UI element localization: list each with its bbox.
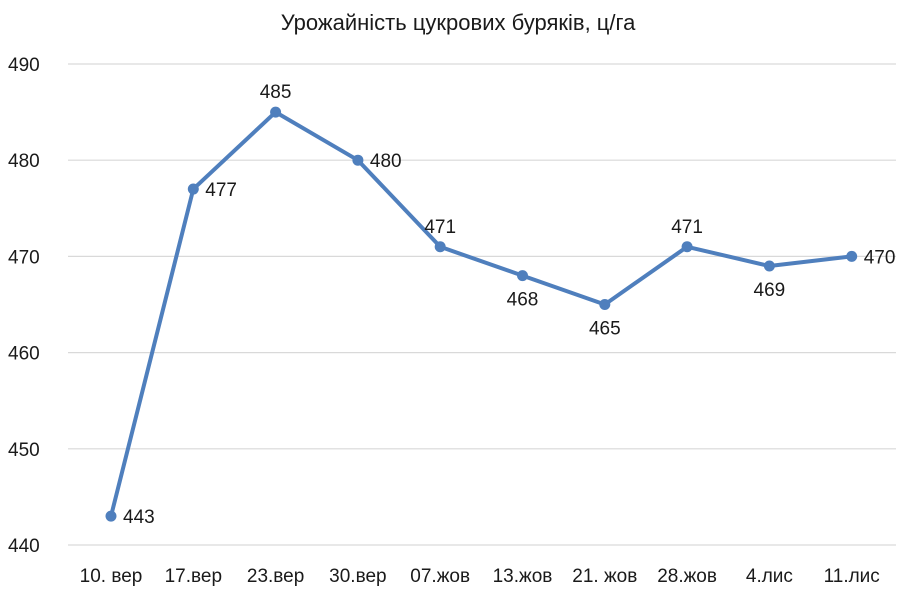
- data-point: [352, 154, 364, 166]
- data-label: 480: [370, 151, 402, 172]
- y-tick-label: 450: [8, 440, 40, 461]
- y-tick-label: 440: [8, 536, 40, 557]
- data-point: [105, 510, 117, 522]
- data-point: [599, 299, 611, 310]
- x-tick-label: 30.вер: [329, 566, 386, 587]
- data-point: [681, 241, 693, 253]
- x-tick-label: 11.лис: [824, 566, 880, 587]
- data-point: [846, 250, 858, 262]
- data-label: 443: [123, 507, 155, 528]
- data-label: 485: [260, 82, 292, 103]
- data-label: 468: [507, 290, 539, 311]
- x-tick-label: 17.вер: [165, 566, 222, 587]
- data-point: [187, 183, 199, 195]
- chart-title: Урожайність цукрових буряків, ц/га: [281, 10, 636, 35]
- data-labels: 443 477 485 480 471 468 465 471 469 470: [123, 82, 895, 528]
- data-label: 471: [424, 217, 456, 238]
- data-label: 470: [864, 247, 896, 268]
- y-tick-label: 490: [8, 55, 40, 76]
- x-tick-label: 21. жов: [572, 566, 637, 587]
- x-tick-label: 28.жов: [657, 566, 717, 587]
- x-axis-ticks: 10. вер 17.вер 23.вер 30.вер 07.жов 13.жов 21.…: [80, 566, 880, 587]
- y-tick-label: 460: [8, 344, 40, 365]
- data-label: 471: [671, 217, 703, 238]
- x-tick-label: 07.жов: [410, 566, 470, 587]
- data-label: 469: [754, 280, 786, 301]
- data-point: [270, 106, 282, 118]
- x-tick-label: 4.лис: [746, 566, 793, 587]
- data-point: [763, 260, 775, 272]
- data-label: 477: [205, 180, 237, 201]
- y-axis-ticks: 440 450 460 470 480 490: [8, 55, 40, 557]
- series-path: [109, 110, 854, 519]
- data-point: [434, 241, 446, 253]
- series-line: [105, 106, 858, 522]
- x-tick-label: 23.вер: [247, 566, 304, 587]
- data-point: [517, 270, 528, 282]
- y-tick-label: 470: [8, 247, 40, 268]
- grid-lines: [68, 63, 896, 546]
- y-tick-label: 480: [8, 151, 40, 172]
- data-label: 465: [589, 319, 621, 340]
- x-tick-label: 13.жов: [493, 566, 553, 587]
- x-tick-label: 10. вер: [80, 566, 143, 587]
